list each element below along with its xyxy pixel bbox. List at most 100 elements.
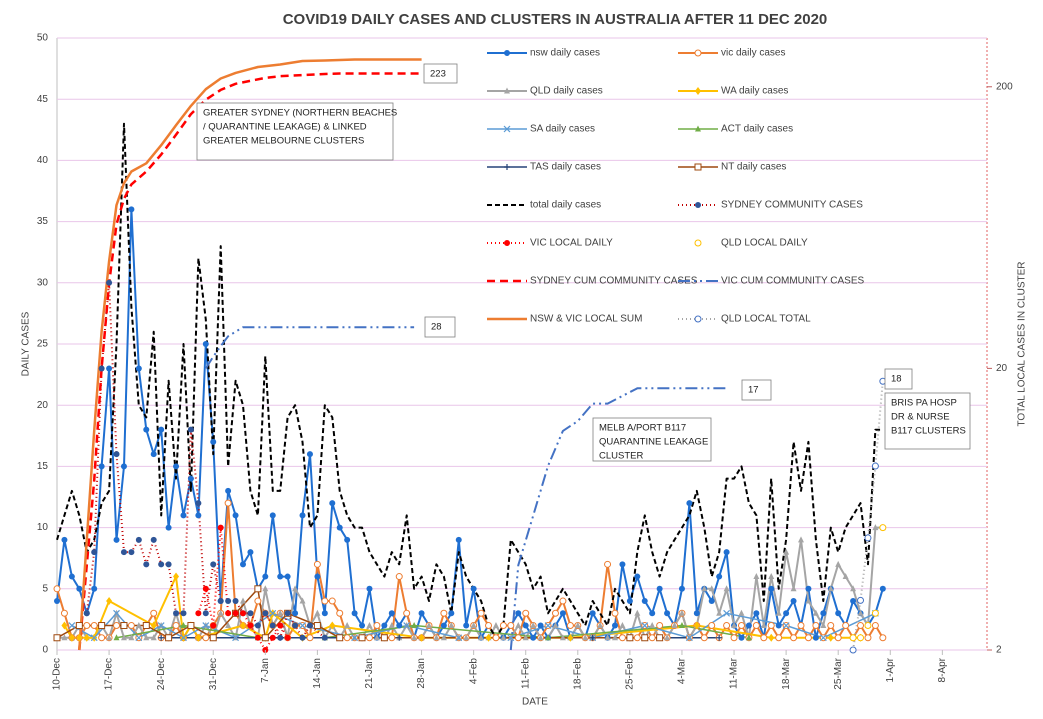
marker (626, 634, 634, 642)
marker (403, 622, 411, 629)
marker (313, 622, 321, 630)
marker (752, 622, 760, 630)
x-tick-label: 24-Dec (156, 658, 167, 690)
marker (842, 573, 849, 580)
marker (165, 634, 173, 642)
marker (61, 634, 68, 641)
marker (820, 622, 827, 629)
marker (388, 634, 396, 642)
marker (641, 634, 649, 642)
marker (678, 609, 685, 616)
marker (262, 610, 269, 617)
marker (120, 463, 127, 470)
marker (195, 500, 202, 507)
annotation-text: 18 (891, 374, 902, 385)
marker (850, 598, 857, 605)
marker (306, 622, 313, 629)
x-axis-label: DATE (522, 697, 548, 708)
marker (299, 512, 306, 519)
marker (864, 534, 872, 542)
marker (128, 549, 135, 556)
marker (128, 634, 135, 641)
y2-tick-label: 200 (996, 81, 1013, 92)
marker (879, 524, 887, 532)
marker (336, 609, 344, 617)
marker (634, 609, 641, 616)
marker (559, 634, 566, 641)
legend-label: NSW & VIC LOCAL SUM (530, 314, 642, 325)
marker (277, 573, 284, 580)
marker (834, 634, 842, 642)
marker (343, 634, 351, 642)
marker (463, 634, 470, 641)
marker (530, 622, 537, 629)
marker (98, 622, 106, 630)
marker (504, 164, 510, 170)
marker (507, 634, 515, 642)
marker (477, 609, 485, 617)
marker (753, 610, 760, 617)
marker (157, 622, 165, 629)
marker (805, 585, 812, 592)
marker (589, 610, 596, 617)
marker (142, 622, 150, 630)
x-tick-label: 1-Apr (885, 657, 896, 682)
marker (247, 610, 254, 617)
marker (396, 634, 403, 641)
marker (619, 622, 626, 629)
marker (504, 50, 510, 56)
marker (254, 597, 262, 605)
y-tick-label: 5 (42, 583, 48, 594)
x-tick-label: 21-Jan (364, 658, 375, 689)
marker (351, 634, 359, 642)
annotation-box (884, 392, 971, 450)
marker (113, 634, 120, 641)
marker (656, 622, 664, 630)
marker (143, 426, 150, 433)
marker (597, 622, 604, 629)
marker (313, 560, 321, 568)
marker (366, 585, 373, 592)
marker (731, 622, 738, 629)
marker (388, 610, 395, 617)
marker (336, 634, 344, 642)
annotation-box (884, 368, 913, 390)
marker (68, 633, 75, 642)
marker (849, 634, 857, 642)
marker (359, 622, 366, 629)
marker (314, 609, 321, 616)
marker (695, 125, 701, 132)
marker (723, 622, 731, 630)
marker (344, 536, 351, 543)
marker (344, 622, 351, 629)
marker (701, 585, 708, 592)
marker (522, 609, 530, 617)
marker (812, 622, 820, 630)
marker (83, 633, 90, 642)
marker (433, 634, 440, 641)
marker (470, 585, 477, 592)
marker (75, 622, 83, 630)
marker (284, 634, 291, 641)
marker (83, 610, 90, 617)
marker (857, 596, 865, 604)
marker (195, 512, 202, 519)
y2-tick-label: 2 (996, 645, 1002, 656)
marker (195, 610, 202, 617)
marker (440, 609, 448, 617)
series-line (204, 326, 727, 651)
marker (217, 524, 224, 531)
annotation-text: GREATER SYDNEY (NORTHERN BEACHES (203, 108, 397, 119)
marker (299, 597, 306, 604)
marker (366, 622, 373, 629)
marker (730, 634, 738, 642)
annotation-box (196, 102, 394, 161)
marker (864, 622, 872, 630)
marker (633, 634, 641, 642)
marker (798, 536, 804, 543)
marker (395, 573, 403, 581)
marker (254, 622, 261, 629)
marker (649, 622, 656, 629)
marker (805, 597, 812, 604)
marker (106, 634, 113, 641)
